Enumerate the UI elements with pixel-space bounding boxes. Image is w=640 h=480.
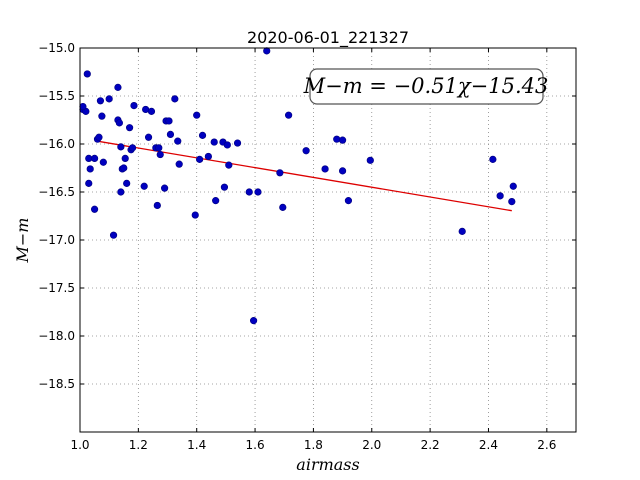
y-tick-label: −17.5: [38, 281, 75, 295]
data-point: [225, 161, 233, 169]
data-point: [489, 155, 497, 163]
data-point: [147, 107, 156, 115]
data-point: [165, 117, 173, 125]
data-point: [171, 95, 179, 103]
data-point: [99, 158, 107, 166]
x-tick-label: 2.0: [362, 438, 381, 452]
data-point: [95, 133, 103, 141]
data-points: [79, 47, 517, 325]
data-point: [83, 70, 91, 78]
data-point: [98, 112, 106, 120]
data-point: [109, 231, 118, 239]
data-point: [333, 135, 341, 143]
chart-title: 2020-06-01_221327: [247, 28, 409, 48]
data-point: [90, 154, 99, 162]
x-tick-label: 1.0: [70, 438, 89, 452]
y-tick-label: −18.5: [38, 377, 75, 391]
data-point: [193, 111, 201, 119]
data-point: [117, 143, 125, 151]
y-tick-label: −15.0: [38, 41, 75, 55]
data-point: [338, 167, 347, 175]
x-tick-label: 1.4: [187, 438, 206, 452]
data-point: [263, 47, 271, 55]
data-point: [123, 179, 131, 187]
data-point: [302, 147, 310, 155]
x-tick-label: 1.2: [129, 438, 148, 452]
annotation-text: M−m = −0.51χ−15.43: [303, 74, 549, 98]
x-tick-label: 2.4: [479, 438, 498, 452]
data-point: [233, 139, 242, 147]
x-axis-label: airmass: [296, 455, 359, 474]
data-point: [508, 198, 516, 206]
data-point: [115, 119, 123, 127]
data-point: [85, 179, 93, 187]
x-tick-label: 1.6: [246, 438, 265, 452]
data-point: [196, 155, 204, 163]
data-point: [126, 124, 134, 132]
x-axis-ticks: 1.0 1.2 1.4 1.6 1.8 2.0 2.2 2.4 2.6: [70, 48, 556, 452]
data-point: [220, 183, 229, 191]
data-point: [120, 164, 128, 172]
data-point: [90, 205, 99, 213]
data-point: [166, 130, 175, 138]
data-point: [223, 141, 231, 149]
fit-annotation: M−m = −0.51χ−15.43: [303, 68, 549, 105]
grid-lines: [79, 47, 576, 432]
data-point: [191, 211, 199, 219]
data-point: [86, 165, 94, 173]
fit-line-group: [94, 140, 512, 212]
y-tick-label: −15.5: [38, 89, 75, 103]
x-tick-label: 1.8: [304, 438, 323, 452]
annotation-box: [309, 68, 544, 105]
data-point: [130, 101, 138, 110]
data-point: [204, 152, 212, 161]
data-point: [496, 192, 504, 200]
data-point: [250, 317, 258, 325]
x-tick-label: 2.2: [421, 438, 440, 452]
data-point: [96, 97, 105, 105]
y-tick-label: −17.0: [38, 233, 75, 247]
data-point: [458, 227, 466, 235]
data-point: [105, 95, 113, 103]
data-point: [509, 182, 517, 190]
data-point: [175, 160, 183, 168]
data-point: [344, 197, 353, 205]
data-point: [121, 154, 129, 162]
data-point: [161, 184, 169, 192]
data-point: [254, 188, 262, 196]
y-tick-label: −16.0: [38, 137, 75, 151]
data-point: [79, 102, 87, 111]
data-point: [144, 133, 153, 141]
data-point: [155, 144, 163, 152]
x-tick-label: 2.6: [537, 438, 556, 452]
y-tick-label: −18.0: [38, 329, 75, 343]
data-point: [198, 131, 207, 139]
data-point: [128, 144, 137, 152]
fit-line: [94, 140, 512, 212]
data-point: [210, 138, 218, 146]
data-point: [174, 137, 182, 145]
data-point: [140, 182, 148, 190]
y-axis-label: M−m: [13, 218, 32, 264]
data-point: [114, 83, 122, 91]
data-point: [212, 197, 220, 205]
data-point: [153, 201, 161, 210]
data-point: [117, 188, 125, 196]
y-tick-label: −16.5: [38, 185, 75, 199]
data-point: [366, 156, 374, 164]
data-point: [156, 150, 164, 159]
data-point: [285, 111, 293, 119]
data-point: [245, 188, 253, 196]
data-point: [321, 165, 329, 173]
data-point: [338, 136, 347, 144]
y-axis-ticks: −15.0 −15.5 −16.0 −16.5 −17.0 −17.5 −18.0 −18.5: [38, 41, 576, 391]
data-point: [279, 203, 287, 211]
data-point: [276, 169, 284, 177]
